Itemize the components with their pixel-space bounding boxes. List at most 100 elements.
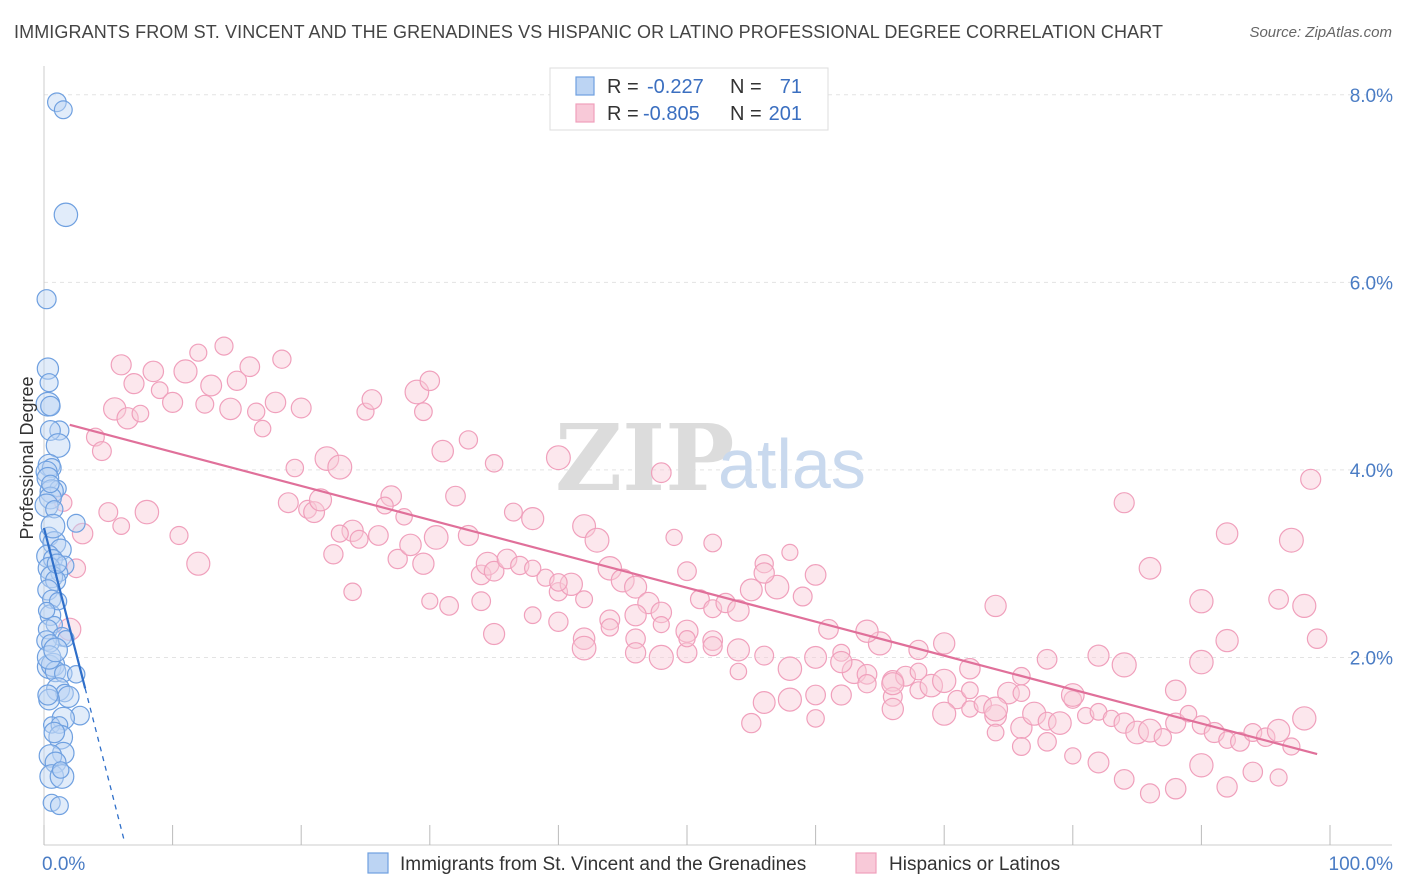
data-point	[1292, 593, 1317, 619]
data-point	[1111, 652, 1137, 678]
data-point	[1047, 711, 1072, 735]
data-point	[298, 499, 318, 519]
data-point	[330, 524, 349, 543]
data-point	[726, 638, 751, 662]
data-point	[1087, 644, 1110, 667]
data-point	[226, 370, 248, 391]
data-point	[777, 656, 803, 681]
data-point	[1113, 769, 1135, 790]
legend-n-value: 201	[769, 103, 802, 125]
data-point	[909, 681, 928, 700]
data-point	[830, 650, 853, 674]
watermark-atlas: atlas	[718, 425, 866, 503]
data-point	[38, 486, 62, 510]
data-point	[47, 92, 67, 113]
data-point	[781, 543, 799, 562]
data-point	[986, 723, 1005, 742]
data-point	[741, 712, 762, 734]
data-point	[219, 397, 242, 421]
data-point	[1064, 747, 1082, 765]
data-point	[1269, 768, 1288, 787]
trend-lines	[42, 423, 1318, 839]
data-point	[483, 560, 505, 582]
data-point	[1189, 753, 1214, 778]
data-point	[1216, 776, 1238, 798]
data-point	[98, 502, 119, 523]
data-point	[131, 404, 150, 423]
x-tick-label: 0.0%	[42, 854, 85, 875]
data-point	[678, 630, 696, 648]
data-point	[804, 564, 827, 586]
data-point	[545, 445, 571, 471]
data-point	[308, 488, 333, 512]
y-tick-label: 4.0%	[1350, 461, 1393, 482]
data-point	[290, 397, 312, 419]
data-point	[71, 522, 94, 545]
data-point	[314, 446, 340, 472]
x-tick-labels: 0.0% 100.0%	[42, 854, 1393, 875]
data-point	[53, 202, 79, 228]
series-legend-label: Immigrants from St. Vincent and the Gren…	[400, 854, 806, 875]
data-point	[1266, 718, 1291, 743]
data-point	[1189, 589, 1214, 614]
data-point	[855, 619, 879, 643]
y-axis-label: Professional Degree	[17, 376, 37, 539]
trend-line-pink	[69, 423, 1318, 756]
data-point	[857, 674, 877, 694]
data-point	[39, 373, 59, 393]
data-point	[805, 684, 826, 706]
data-point	[932, 668, 957, 694]
data-point	[380, 485, 402, 507]
chart-title: IMMIGRANTS FROM ST. VINCENT AND THE GREN…	[14, 22, 1164, 42]
data-point	[919, 673, 944, 698]
data-point	[189, 343, 208, 362]
data-point	[521, 506, 545, 531]
gridlines	[44, 94, 1392, 658]
data-point	[777, 687, 803, 712]
series-hispanic-points	[54, 336, 1328, 804]
data-point	[55, 683, 74, 703]
data-point	[445, 485, 466, 507]
data-point	[66, 513, 86, 533]
data-point	[49, 764, 75, 789]
data-point	[984, 704, 1007, 727]
data-point	[53, 100, 73, 120]
data-point	[200, 374, 223, 397]
data-point	[399, 533, 422, 557]
data-point	[484, 453, 504, 473]
data-point	[572, 514, 597, 539]
series-svg-immigrant-points	[34, 92, 90, 816]
data-point	[102, 397, 127, 421]
data-point	[277, 492, 299, 514]
series-legend-label: Hispanics or Latinos	[889, 854, 1060, 875]
data-point	[404, 379, 430, 405]
data-point	[984, 594, 1007, 618]
data-point	[51, 706, 75, 731]
y-tick-label: 8.0%	[1350, 86, 1393, 107]
data-point	[702, 636, 723, 657]
data-point	[303, 501, 326, 524]
data-point	[832, 643, 851, 662]
data-point	[1139, 783, 1161, 804]
data-point	[623, 575, 648, 599]
data-point	[1113, 712, 1135, 734]
y-tick-label: 2.0%	[1350, 648, 1393, 669]
data-point	[806, 709, 825, 728]
data-point	[572, 627, 596, 650]
data-point	[503, 502, 523, 522]
data-point	[1102, 709, 1121, 728]
data-point	[650, 601, 673, 624]
watermark: ZIP atlas	[555, 404, 866, 512]
trend-line-blue	[42, 527, 87, 689]
data-point	[652, 615, 670, 634]
data-point	[739, 578, 763, 602]
data-point	[253, 419, 272, 438]
data-point	[264, 391, 287, 414]
data-point	[239, 356, 261, 378]
data-point	[496, 548, 518, 570]
data-point	[702, 630, 724, 651]
data-point	[43, 721, 66, 744]
data-point	[37, 601, 56, 620]
data-point	[1011, 736, 1031, 756]
